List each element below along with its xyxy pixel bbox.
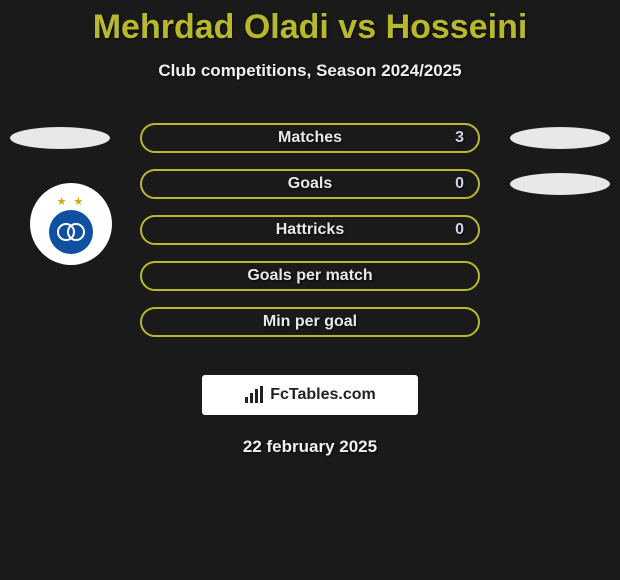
stat-row: Min per goal: [0, 307, 620, 353]
club-logo-icon: [49, 210, 93, 254]
bar-chart-icon: [244, 386, 264, 404]
stat-label: Matches: [142, 129, 478, 147]
stat-value: 0: [455, 175, 464, 193]
club-badge: ★ ★: [30, 183, 112, 265]
watermark: FcTables.com: [202, 375, 418, 415]
stat-value: 3: [455, 129, 464, 147]
stats-table: Matches3Goals0Hattricks0Goals per matchM…: [0, 123, 620, 353]
stat-pill: Goals per match: [140, 261, 480, 291]
subtitle: Club competitions, Season 2024/2025: [0, 61, 620, 81]
stat-pill: Goals0: [140, 169, 480, 199]
player-marker-right: [510, 173, 610, 195]
page-title: Mehrdad Oladi vs Hosseini: [0, 8, 620, 47]
date-label: 22 february 2025: [0, 437, 620, 457]
star-icon: ★ ★: [57, 195, 86, 208]
stat-pill: Matches3: [140, 123, 480, 153]
stat-row: Matches3: [0, 123, 620, 169]
stat-label: Min per goal: [142, 313, 478, 331]
stat-label: Goals per match: [142, 267, 478, 285]
stat-label: Hattricks: [142, 221, 478, 239]
stat-pill: Min per goal: [140, 307, 480, 337]
player-marker-left: [10, 127, 110, 149]
player-marker-right: [510, 127, 610, 149]
stat-value: 0: [455, 221, 464, 239]
stat-row: Goals per match: [0, 261, 620, 307]
stat-label: Goals: [142, 175, 478, 193]
watermark-text: FcTables.com: [270, 386, 376, 404]
stat-pill: Hattricks0: [140, 215, 480, 245]
